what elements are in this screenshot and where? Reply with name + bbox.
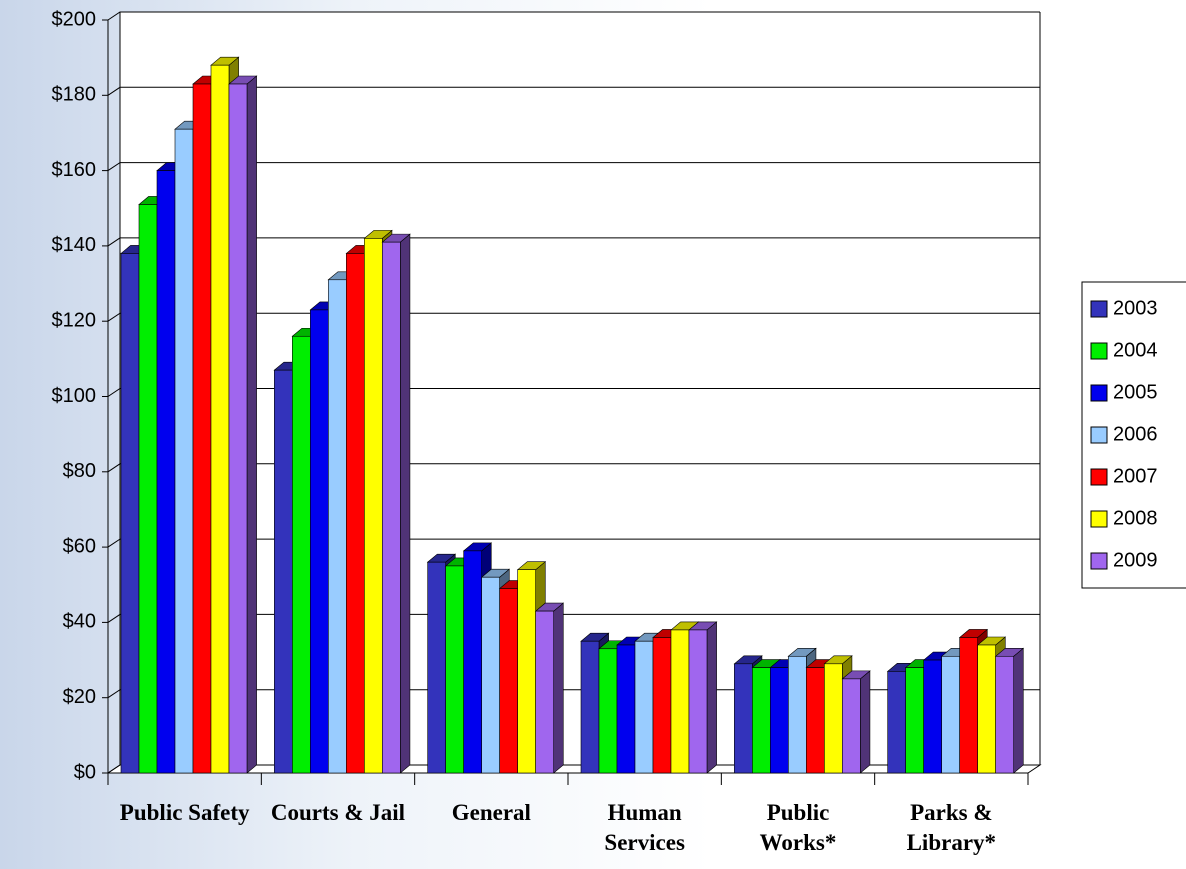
bar [463, 550, 482, 774]
bar [192, 83, 212, 774]
grid-line [107, 764, 1040, 774]
grid-line [107, 237, 1040, 247]
bar [788, 655, 807, 774]
legend-swatch [1090, 384, 1108, 402]
x-tick-label: General [451, 800, 531, 825]
grid-line [107, 86, 1040, 96]
bar [995, 655, 1014, 774]
bar [842, 678, 861, 774]
y-tick-label: $160 [52, 159, 97, 181]
grid-line [107, 538, 1040, 548]
y-tick-label: $40 [63, 611, 96, 633]
bar [210, 64, 230, 774]
bar [445, 565, 464, 774]
legend-label: 2006 [1113, 423, 1158, 445]
bar [517, 569, 536, 774]
y-tick-label: $100 [52, 385, 97, 407]
bar [770, 667, 789, 774]
x-tick-label: Courts & Jail [270, 800, 406, 825]
bar [905, 667, 924, 774]
bar [427, 561, 446, 774]
bar [328, 279, 347, 774]
y-tick-label: $120 [52, 309, 97, 331]
bar [959, 637, 978, 774]
bar [652, 637, 672, 774]
y-tick-label: $80 [63, 460, 96, 482]
y-tick-label: $20 [63, 686, 96, 708]
legend-label: 2005 [1113, 381, 1158, 403]
bar [806, 667, 825, 774]
bar-side [706, 621, 717, 774]
grid-line [107, 689, 1040, 699]
legend-swatch [1090, 300, 1108, 318]
x-tick-label: Public Works* [759, 800, 837, 855]
bar-side [1013, 647, 1024, 774]
grid-line [107, 463, 1040, 473]
x-tick-label: Parks & Library* [906, 800, 997, 855]
legend-label: 2007 [1113, 465, 1158, 487]
bar [941, 655, 960, 774]
legend-swatch [1090, 468, 1108, 486]
x-tick-label: Public Safety [119, 800, 250, 825]
bar [887, 671, 906, 774]
bar [824, 663, 843, 774]
legend: 2003 2004 2005 2006 2007 2008 2009 [1081, 281, 1186, 589]
bar [977, 644, 996, 774]
bar [120, 253, 140, 774]
bar [364, 238, 383, 774]
bar-side [860, 670, 871, 774]
legend-swatch [1090, 552, 1108, 570]
x-tick-label: Human Services [604, 800, 685, 855]
legend-label: 2008 [1113, 507, 1158, 529]
bar-side [553, 602, 564, 774]
legend-swatch [1090, 342, 1108, 360]
bar [481, 576, 500, 774]
legend-label: 2009 [1113, 549, 1158, 571]
grid-line [107, 162, 1040, 172]
legend-swatch [1090, 426, 1108, 444]
grid-line [107, 388, 1040, 397]
bar [156, 170, 176, 774]
bar [310, 309, 329, 774]
bar [382, 241, 401, 774]
bar-side [246, 75, 257, 774]
bar [752, 667, 771, 774]
bar [598, 648, 618, 774]
bar-side [400, 233, 411, 774]
y-tick-label: $140 [52, 234, 97, 256]
y-tick-label: $200 [52, 8, 97, 30]
bar [174, 128, 194, 774]
bar [535, 610, 554, 774]
bar [228, 83, 248, 774]
bar [499, 588, 518, 774]
legend-label: 2003 [1113, 297, 1158, 319]
bar [580, 640, 600, 774]
grid-line [107, 11, 1040, 21]
grid-line [107, 613, 1040, 623]
bar [274, 369, 293, 774]
bar [634, 640, 654, 774]
bar [688, 629, 708, 774]
legend-label: 2004 [1113, 339, 1158, 361]
bar [616, 644, 636, 774]
bar [346, 253, 365, 774]
bar [670, 629, 690, 774]
bar [292, 335, 311, 774]
legend-swatch [1090, 510, 1108, 528]
grid-line [107, 312, 1040, 322]
y-tick-label: $180 [52, 84, 97, 106]
bar [923, 659, 942, 774]
y-tick-label: $60 [63, 535, 96, 557]
bar [734, 663, 753, 774]
bar [138, 204, 158, 774]
y-tick-label: $0 [74, 761, 96, 783]
